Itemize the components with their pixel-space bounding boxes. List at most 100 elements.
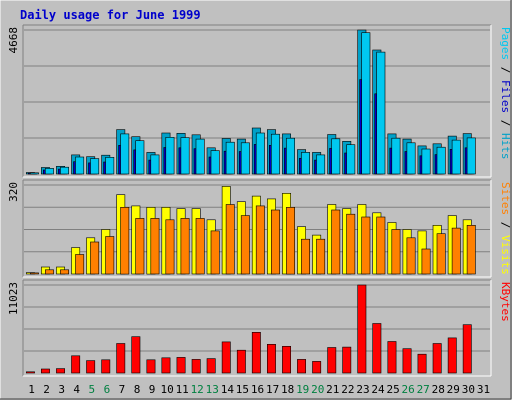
bar-sites-day-7	[120, 207, 130, 275]
bar-kbytes-day-21	[327, 347, 337, 374]
bar-kbytes-day-24	[372, 323, 382, 374]
panel-hits-files-pages: 4668 Pages / Files / Hits	[7, 24, 512, 178]
bar-pages-day-3	[60, 166, 70, 175]
bar-pages-day-15	[240, 142, 250, 175]
chart-title: Daily usage for June 1999	[20, 8, 201, 22]
bar-sites-day-11	[180, 218, 190, 275]
bar-sites-day-25	[391, 229, 401, 275]
y-max-label: 4668	[7, 27, 20, 54]
x-tick-label-day-20: 20	[311, 383, 324, 396]
bar-sites-day-22	[346, 213, 356, 275]
bar-pages-day-6	[105, 157, 115, 175]
x-tick-label-day-4: 4	[73, 383, 80, 396]
x-tick-label-day-31: 31	[477, 383, 490, 396]
bar-kbytes-day-17	[266, 343, 276, 374]
bar-pages-day-29	[451, 139, 461, 175]
x-tick-label-day-6: 6	[104, 383, 111, 396]
bar-pages-day-7	[120, 133, 130, 175]
bar-pages-day-1	[29, 172, 39, 175]
bar-kbytes-day-25	[387, 341, 397, 374]
x-tick-label-day-22: 22	[341, 383, 354, 396]
side-legend-visits-sites: Sites / Visits	[499, 182, 512, 275]
bar-kbytes-day-20	[312, 361, 322, 374]
bar-sites-day-16	[255, 205, 265, 275]
bar-sites-day-28	[436, 233, 446, 275]
bar-pages-day-16	[255, 132, 265, 175]
y-max-label: 11023	[7, 282, 20, 315]
bar-pages-day-18	[286, 137, 295, 175]
bar-pages-day-26	[406, 142, 416, 175]
x-tick-label-day-2: 2	[43, 383, 50, 396]
bar-kbytes-day-26	[402, 348, 412, 374]
bar-kbytes-day-14	[221, 341, 231, 374]
bar-sites-day-19	[301, 238, 310, 275]
x-tick-label-day-23: 23	[356, 383, 369, 396]
bar-sites-day-8	[135, 218, 145, 275]
bar-kbytes-day-12	[191, 359, 201, 374]
bar-pages-day-20	[316, 154, 326, 175]
bar-sites-day-2	[44, 269, 54, 275]
bar-kbytes-day-10	[161, 357, 171, 374]
bar-kbytes-day-1	[25, 371, 35, 374]
panel-visits-sites: 320 Sites / Visits	[7, 179, 512, 278]
bar-sites-day-6	[105, 236, 115, 275]
bar-pages-day-25	[391, 137, 401, 175]
bar-sites-day-1	[29, 272, 39, 275]
bar-pages-day-23	[361, 32, 371, 175]
x-tick-label-day-7: 7	[119, 383, 126, 396]
side-legend-part: /	[499, 60, 512, 80]
x-tick-label-day-18: 18	[281, 383, 294, 396]
bar-pages-day-11	[180, 137, 190, 175]
x-tick-label-day-3: 3	[58, 383, 65, 396]
bar-kbytes-day-27	[417, 353, 427, 374]
bar-sites-day-30	[466, 225, 476, 275]
x-tick-label-day-13: 13	[206, 383, 219, 396]
bar-sites-day-14	[225, 204, 235, 275]
bar-kbytes-day-7	[116, 343, 126, 374]
bar-kbytes-day-9	[146, 359, 156, 374]
bar-pages-day-5	[90, 158, 100, 175]
x-tick-label-day-17: 17	[266, 383, 279, 396]
bar-pages-day-19	[301, 152, 310, 175]
bar-sites-day-15	[240, 215, 250, 275]
x-tick-label-day-26: 26	[401, 383, 414, 396]
x-tick-label-day-21: 21	[326, 383, 339, 396]
panel-kbytes: 11023 KBytes	[7, 279, 512, 377]
bar-sites-day-29	[451, 227, 461, 275]
bar-pages-day-28	[436, 146, 446, 175]
panel-frame-kbytes	[22, 279, 492, 377]
bar-pages-day-2	[44, 168, 54, 175]
bar-kbytes-day-11	[176, 357, 186, 374]
bar-sites-day-9	[150, 218, 160, 275]
panel-frame-visits-sites	[22, 179, 492, 278]
side-legend-part: KBytes	[499, 282, 512, 322]
bar-kbytes-day-13	[206, 358, 216, 374]
bar-pages-day-8	[135, 140, 145, 175]
x-tick-label-day-1: 1	[28, 383, 35, 396]
bar-kbytes-day-18	[282, 345, 291, 374]
bar-pages-day-4	[75, 156, 85, 175]
x-tick-label-day-24: 24	[371, 383, 385, 396]
side-legend-part: Visits	[499, 235, 512, 275]
panel-frame-hits-files-pages	[22, 24, 492, 178]
x-tick-label-day-30: 30	[462, 383, 475, 396]
bar-sites-day-26	[406, 237, 416, 275]
bar-kbytes-day-19	[297, 359, 306, 374]
bar-pages-day-21	[331, 138, 341, 175]
side-legend-part: /	[499, 215, 512, 235]
bar-pages-day-22	[346, 144, 356, 175]
bar-kbytes-day-6	[101, 359, 111, 374]
bar-pages-day-10	[165, 137, 175, 175]
x-tick-label-day-9: 9	[149, 383, 156, 396]
x-tick-label-day-14: 14	[221, 383, 235, 396]
x-tick-label-day-29: 29	[447, 383, 460, 396]
bar-kbytes-day-8	[131, 336, 141, 374]
x-tick-label-day-27: 27	[417, 383, 430, 396]
bar-pages-day-27	[421, 148, 431, 175]
bar-sites-day-20	[316, 238, 326, 275]
x-tick-label-day-15: 15	[236, 383, 249, 396]
x-tick-label-day-10: 10	[160, 383, 173, 396]
side-legend-part: /	[499, 113, 512, 133]
side-legend-part: Hits	[499, 133, 512, 160]
